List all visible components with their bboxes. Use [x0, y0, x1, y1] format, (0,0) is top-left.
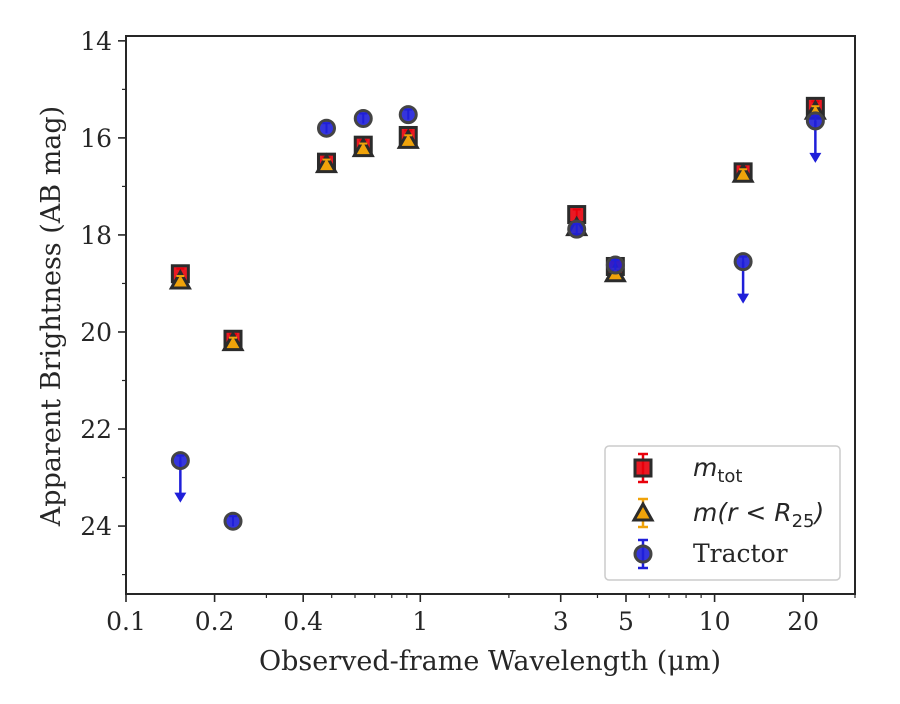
- legend-label: m(r < R25): [693, 498, 824, 532]
- upper-limit-arrowhead: [174, 492, 187, 503]
- x-tick-label: 20: [787, 607, 819, 636]
- x-tick-label: 1: [412, 607, 428, 636]
- y-tick-label: 16: [80, 124, 112, 153]
- x-axis-label: Observed-frame Wavelength (μm): [259, 646, 721, 677]
- y-tick-label: 22: [80, 415, 112, 444]
- series-circle-2: [170, 105, 825, 531]
- y-tick-label: 20: [80, 318, 112, 347]
- legend-frame: [604, 445, 841, 581]
- legend-marker-triangle: [631, 500, 655, 522]
- legend: mtot m(r < R25) Tractor: [604, 445, 841, 581]
- axes-layer: 0.1 0.2 0.4 1 3 5 10 20 14 16 18 20 22 24: [80, 27, 856, 636]
- marks-layer: [168, 96, 827, 531]
- y-tick-label: 14: [80, 27, 112, 56]
- upper-limit-arrowhead: [809, 152, 822, 163]
- x-tick-label: 0.4: [283, 607, 323, 636]
- x-tick-label: 10: [699, 607, 731, 636]
- x-tick-label: 3: [553, 607, 569, 636]
- x-tick-label: 0.1: [106, 607, 146, 636]
- y-axis-label: Apparent Brightness (AB mag): [36, 106, 67, 527]
- x-tick-label: 5: [618, 607, 634, 636]
- plot-frame: [125, 35, 856, 595]
- series-square-0: [170, 96, 825, 349]
- legend-marker-circle: [633, 544, 653, 564]
- y-tick-label: 18: [80, 221, 112, 250]
- upper-limit-arrowhead: [737, 293, 750, 304]
- y-tick-label: 24: [80, 512, 112, 541]
- series-triangle-1: [168, 99, 827, 352]
- x-tick-label: 0.2: [195, 607, 235, 636]
- legend-label: mtot: [693, 453, 743, 487]
- legend-label: Tractor: [693, 539, 788, 568]
- legend-marker-square: [633, 458, 653, 478]
